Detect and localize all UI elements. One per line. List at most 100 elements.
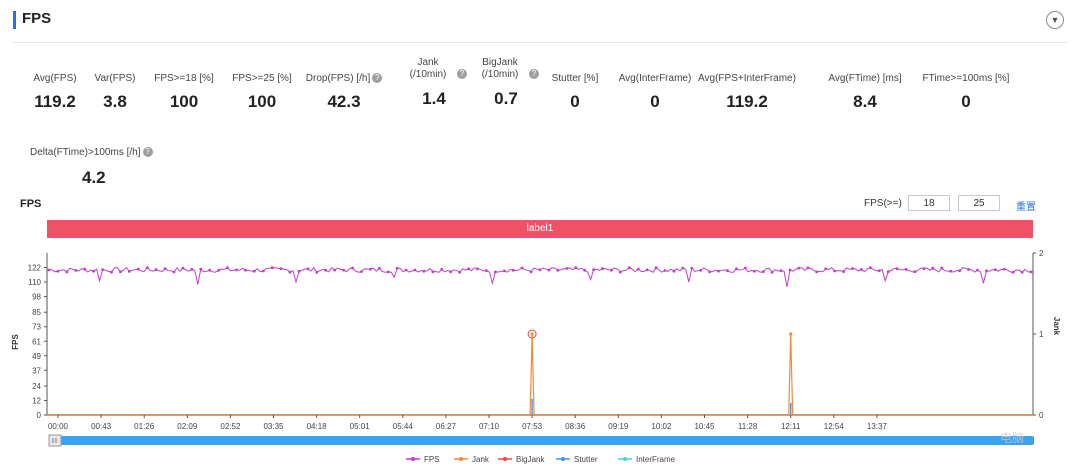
metric-value: 42.3 [327, 92, 361, 111]
series-fps-point [743, 266, 747, 270]
series-fps-point [1029, 270, 1033, 274]
metric-3: FPS>=25 [%] 100 [192, 60, 332, 112]
legend-marker [623, 457, 627, 461]
series-fps-point [261, 269, 265, 273]
chart-section-title: FPS [20, 198, 42, 210]
x-tick-label: 05:44 [393, 422, 414, 431]
x-tick-label: 10:02 [651, 422, 672, 431]
series-fps-point [199, 267, 203, 271]
help-icon[interactable]: ? [457, 69, 467, 80]
series-fps-point [217, 268, 221, 272]
help-icon[interactable]: ? [142, 147, 153, 158]
metric-4: Drop(FPS) [/h]? 42.3 [274, 60, 414, 112]
help-icon[interactable]: ? [529, 69, 539, 80]
series-fps-point [235, 268, 238, 272]
metric-0: Avg(FPS) 119.2 [0, 60, 125, 112]
series-fps-point [154, 268, 158, 272]
legend-marker [503, 457, 507, 461]
series-fps-point [574, 266, 578, 269]
series-fps-point [181, 266, 185, 270]
series-fps-point [788, 268, 792, 272]
y2-tick-label: 0 [1039, 411, 1044, 420]
series-fps-point [252, 269, 256, 273]
fps-threshold-1-input[interactable] [908, 195, 950, 211]
series-fps-point [467, 267, 470, 271]
series-fps-point [1011, 270, 1015, 274]
series-fps-point [895, 267, 899, 271]
series-fps-point [815, 270, 819, 274]
metric-value: 0 [650, 92, 660, 111]
x-tick-label: 05:01 [350, 422, 371, 431]
x-tick-label: 06:27 [436, 422, 457, 431]
y-tick-label: 85 [32, 308, 41, 317]
series-fps-point [172, 270, 176, 274]
series-fps-point [752, 269, 756, 273]
metric-label: FTime>=100ms [%] [922, 73, 1010, 84]
series-fps-point [74, 269, 78, 272]
series-fps-point [627, 266, 631, 269]
series-fps-point [65, 270, 69, 274]
series-fps-point [913, 270, 917, 274]
series-fps-point [967, 268, 970, 271]
legend-marker [459, 457, 463, 461]
chevron-down-icon[interactable]: ▼ [1046, 11, 1064, 29]
series-fps-point [1020, 270, 1024, 274]
metric-7: Stutter [%] 0 [505, 60, 645, 112]
series-fps-point [92, 269, 95, 273]
series-fps-point [333, 268, 337, 272]
series-fps-point [654, 266, 658, 270]
metric-10: Avg(FTime) [ms] 8.4 [795, 60, 935, 112]
header-accent-bar [13, 11, 16, 29]
metric-value: 0 [570, 92, 580, 111]
series-fps-point [717, 269, 720, 273]
series-fps-point [529, 270, 533, 274]
metric-value: 0 [961, 92, 971, 111]
help-icon[interactable]: ? [372, 73, 383, 84]
series-fps-point [886, 270, 890, 274]
series-fps-point [842, 270, 845, 273]
metric-label: Stutter [%] [551, 73, 599, 84]
x-tick-label: 04:18 [307, 422, 328, 431]
metric-value: 4.2 [82, 168, 106, 187]
series-fps-point [47, 268, 51, 272]
y-tick-label: 122 [28, 264, 42, 273]
y-tick-label: 37 [32, 366, 41, 375]
series-fps-point [395, 266, 399, 270]
series-fps-point [511, 268, 515, 272]
series-fps-point [458, 270, 462, 274]
series-fps-point [824, 267, 828, 271]
series-fps-point [377, 266, 381, 270]
x-tick-label: 09:19 [608, 422, 629, 431]
series-fps-point [226, 266, 229, 270]
series-fps-point [440, 267, 444, 271]
legend-label: BigJank [516, 455, 545, 464]
y2-axis-label: Jank [1052, 317, 1061, 336]
series-fps-point [976, 268, 979, 272]
series-fps-point [993, 268, 997, 271]
series-fps-point [726, 269, 729, 273]
metric-value: 119.2 [34, 92, 76, 111]
metric-value: 3.8 [103, 92, 127, 111]
legend-label: InterFrame [636, 455, 676, 464]
series-fps-point [565, 267, 569, 270]
series-fps-point [761, 270, 765, 274]
series-fps-point [672, 269, 676, 273]
x-tick-label: 03:35 [263, 422, 284, 431]
series-fps-point [779, 269, 783, 273]
metric-12: Delta(FTime)>100ms [/h]? 4.2 [30, 134, 190, 188]
x-tick-label: 00:43 [91, 422, 112, 431]
series-fps-point [904, 268, 908, 271]
series-fps-point [324, 268, 328, 272]
fps-threshold-2-input[interactable] [958, 195, 1000, 211]
reset-button[interactable]: 重置 [1016, 202, 1036, 213]
y-tick-label: 98 [32, 293, 41, 302]
zoom-slider-track [49, 436, 1034, 445]
series-jank-point [789, 332, 793, 336]
metric-label: FPS>=25 [%] [232, 73, 292, 84]
series-fps-point [610, 268, 613, 272]
series-fps-point [940, 266, 944, 270]
x-tick-label: 12:11 [781, 422, 801, 431]
series-fps-point [985, 269, 988, 273]
series-fps-point [690, 266, 694, 270]
metric-value: 8.4 [853, 92, 877, 111]
